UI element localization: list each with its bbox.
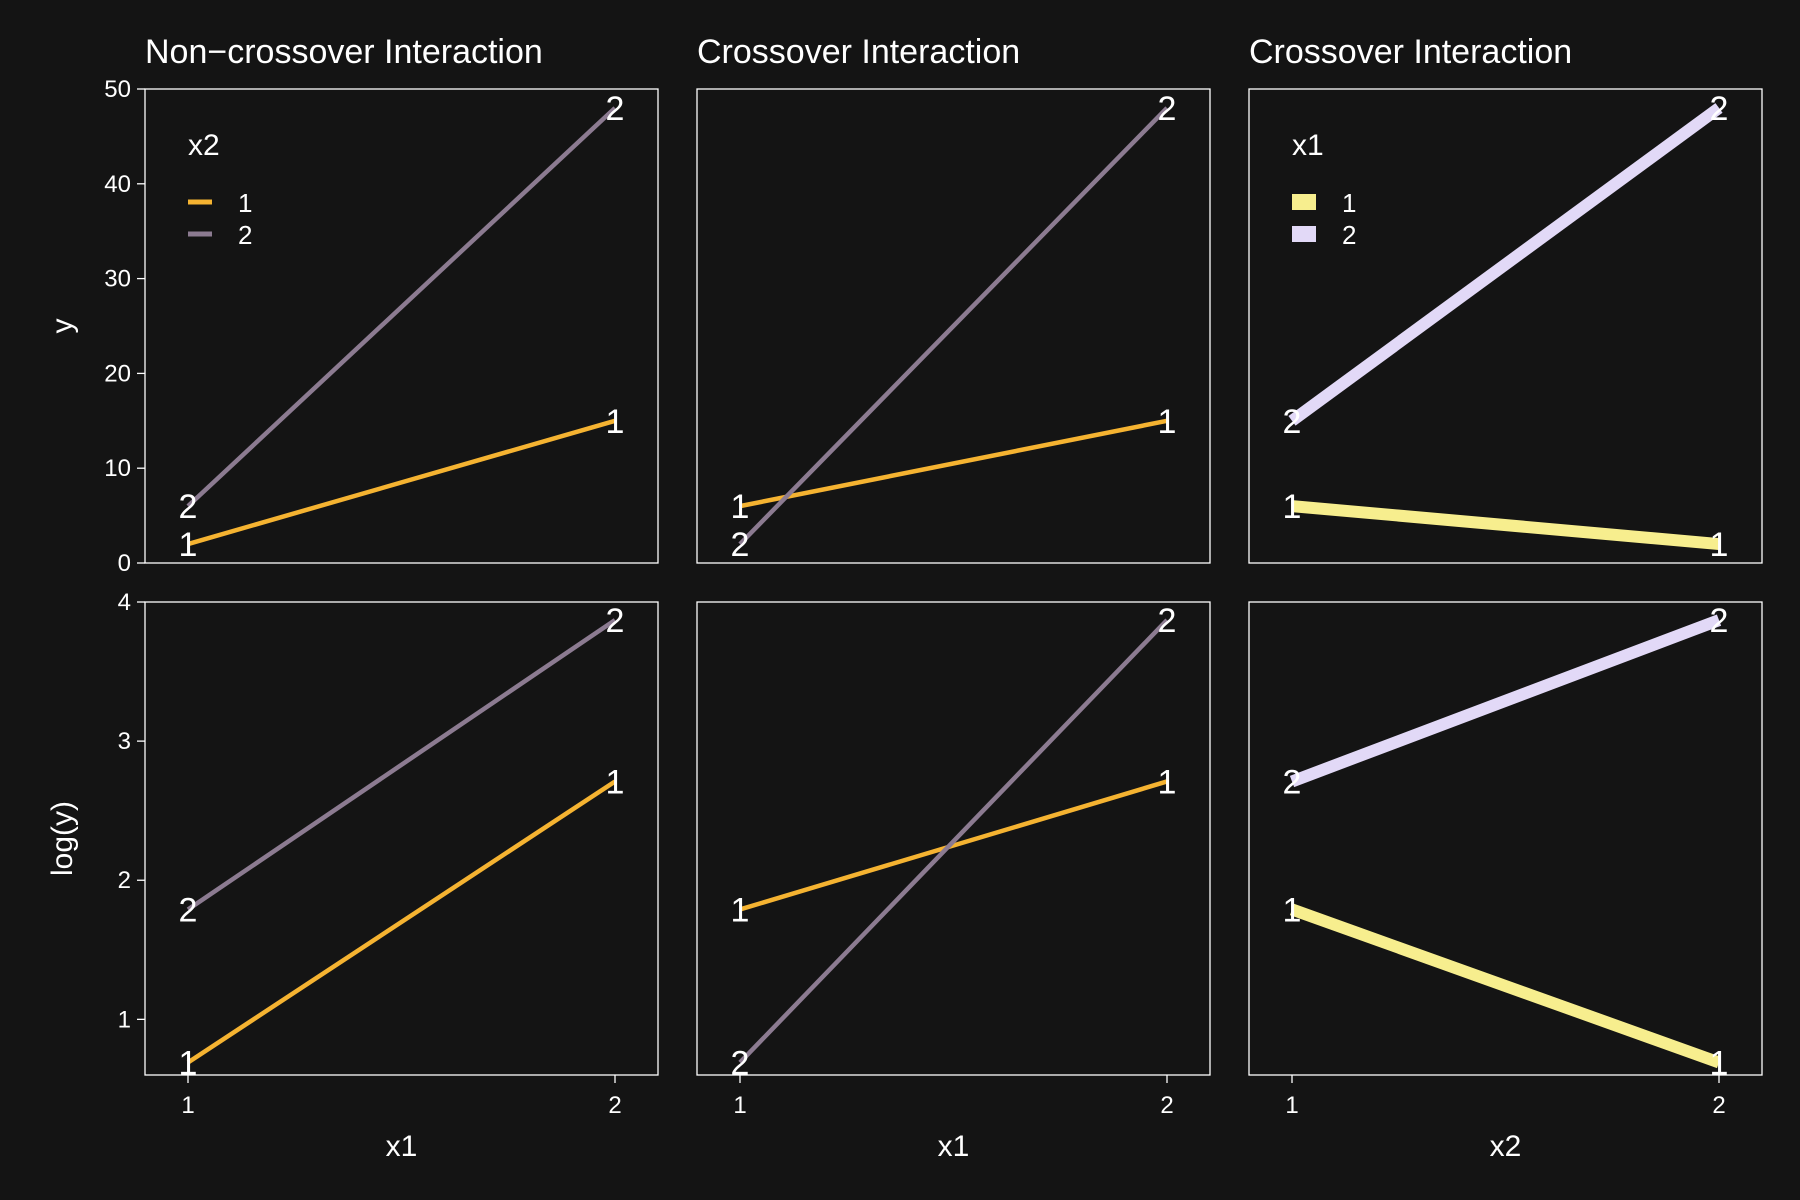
legend: x1 12: [1292, 129, 1356, 250]
y-tick-label: 3: [118, 728, 131, 755]
panel-title: Crossover Interaction: [697, 33, 1020, 71]
series-line-2: [738, 106, 1169, 546]
x-tick-label: 1: [733, 1092, 746, 1119]
y-tick-label: 1: [118, 1006, 131, 1033]
series-line-2: [1288, 103, 1723, 426]
point-label: 2: [1158, 602, 1177, 640]
y-axis-label: log(y): [46, 801, 79, 876]
panel-border: [144, 601, 659, 1076]
series-line-1: [187, 418, 616, 547]
y-tick-label: 0: [118, 550, 131, 577]
x-axis-label: x1: [386, 1130, 418, 1163]
legend-title: x1: [1292, 129, 1324, 162]
panel-border: [144, 88, 659, 564]
point-label: 2: [606, 602, 625, 640]
legend-key: [1292, 194, 1316, 210]
series-line-2: [186, 106, 617, 508]
y-tick-label: 50: [104, 76, 131, 103]
point-label: 1: [179, 526, 198, 564]
point-label: 1: [1283, 488, 1302, 526]
point-label: 2: [1710, 602, 1729, 640]
x-axis-label: x1: [938, 1130, 970, 1163]
point-label: 2: [179, 488, 198, 526]
y-tick-label: 40: [104, 171, 131, 198]
point-label: 2: [731, 1044, 750, 1082]
point-label: 2: [1158, 90, 1177, 128]
point-label: 2: [1710, 90, 1729, 128]
x-tick-label: 2: [1712, 1092, 1725, 1119]
series-line-1: [739, 418, 1168, 509]
point-label: 1: [1710, 526, 1729, 564]
legend-entry: 2: [238, 220, 252, 250]
point-label: 1: [731, 891, 750, 929]
point-label: 1: [1710, 1044, 1729, 1082]
legend-entry: 2: [1342, 220, 1356, 250]
point-label: 1: [1283, 891, 1302, 929]
panel-border: [696, 601, 1211, 1076]
legend-entry: 1: [238, 188, 252, 218]
panel-6: 1 2 x2 1 1 2 2: [1248, 601, 1763, 1163]
point-label: 2: [179, 891, 198, 929]
series-line-2: [1289, 614, 1722, 788]
point-label: 2: [606, 90, 625, 128]
point-label: 1: [1158, 763, 1177, 801]
x-tick-label: 1: [181, 1092, 194, 1119]
point-label: 2: [731, 526, 750, 564]
series-line-1: [739, 779, 1168, 912]
panel-4: 1 2 3 4 log(y) 1 2 x1 1 1 2 2: [46, 589, 659, 1163]
series-line-1: [1291, 500, 1720, 551]
panel-5: 1 2 x1 1 1 2 2: [696, 601, 1211, 1163]
x-tick-label: 2: [1160, 1092, 1173, 1119]
series-line-2: [186, 618, 617, 912]
legend-title: x2: [188, 129, 220, 162]
series-line-2: [738, 618, 1169, 1065]
panel-border: [1248, 601, 1763, 1076]
panel-border: [696, 88, 1211, 564]
series-line-1: [186, 779, 617, 1065]
point-label: 1: [606, 763, 625, 801]
point-label: 2: [1283, 763, 1302, 801]
y-tick-label: 10: [104, 455, 131, 482]
x-axis-label: x2: [1490, 1130, 1522, 1163]
panel-border: [1248, 88, 1763, 564]
y-axis-label: y: [46, 319, 79, 334]
point-label: 1: [606, 403, 625, 441]
y-tick-label: 4: [118, 589, 131, 616]
legend-entry: 1: [1342, 188, 1356, 218]
x-tick-label: 1: [1285, 1092, 1298, 1119]
legend-key: [1292, 226, 1316, 242]
point-label: 1: [179, 1044, 198, 1082]
y-tick-label: 2: [118, 867, 131, 894]
x-tick-label: 2: [608, 1092, 621, 1119]
panel-title: Non−crossover Interaction: [145, 33, 543, 71]
legend: x2 12: [188, 129, 252, 250]
y-tick-label: 30: [104, 266, 131, 293]
point-label: 1: [1158, 403, 1177, 441]
panel-title: Crossover Interaction: [1249, 33, 1572, 71]
y-tick-label: 20: [104, 360, 131, 387]
series-line-1: [1289, 903, 1722, 1069]
point-label: 2: [1283, 403, 1302, 441]
point-label: 1: [731, 488, 750, 526]
panel-1: Non−crossover Interaction01020304050y112…: [46, 33, 659, 577]
